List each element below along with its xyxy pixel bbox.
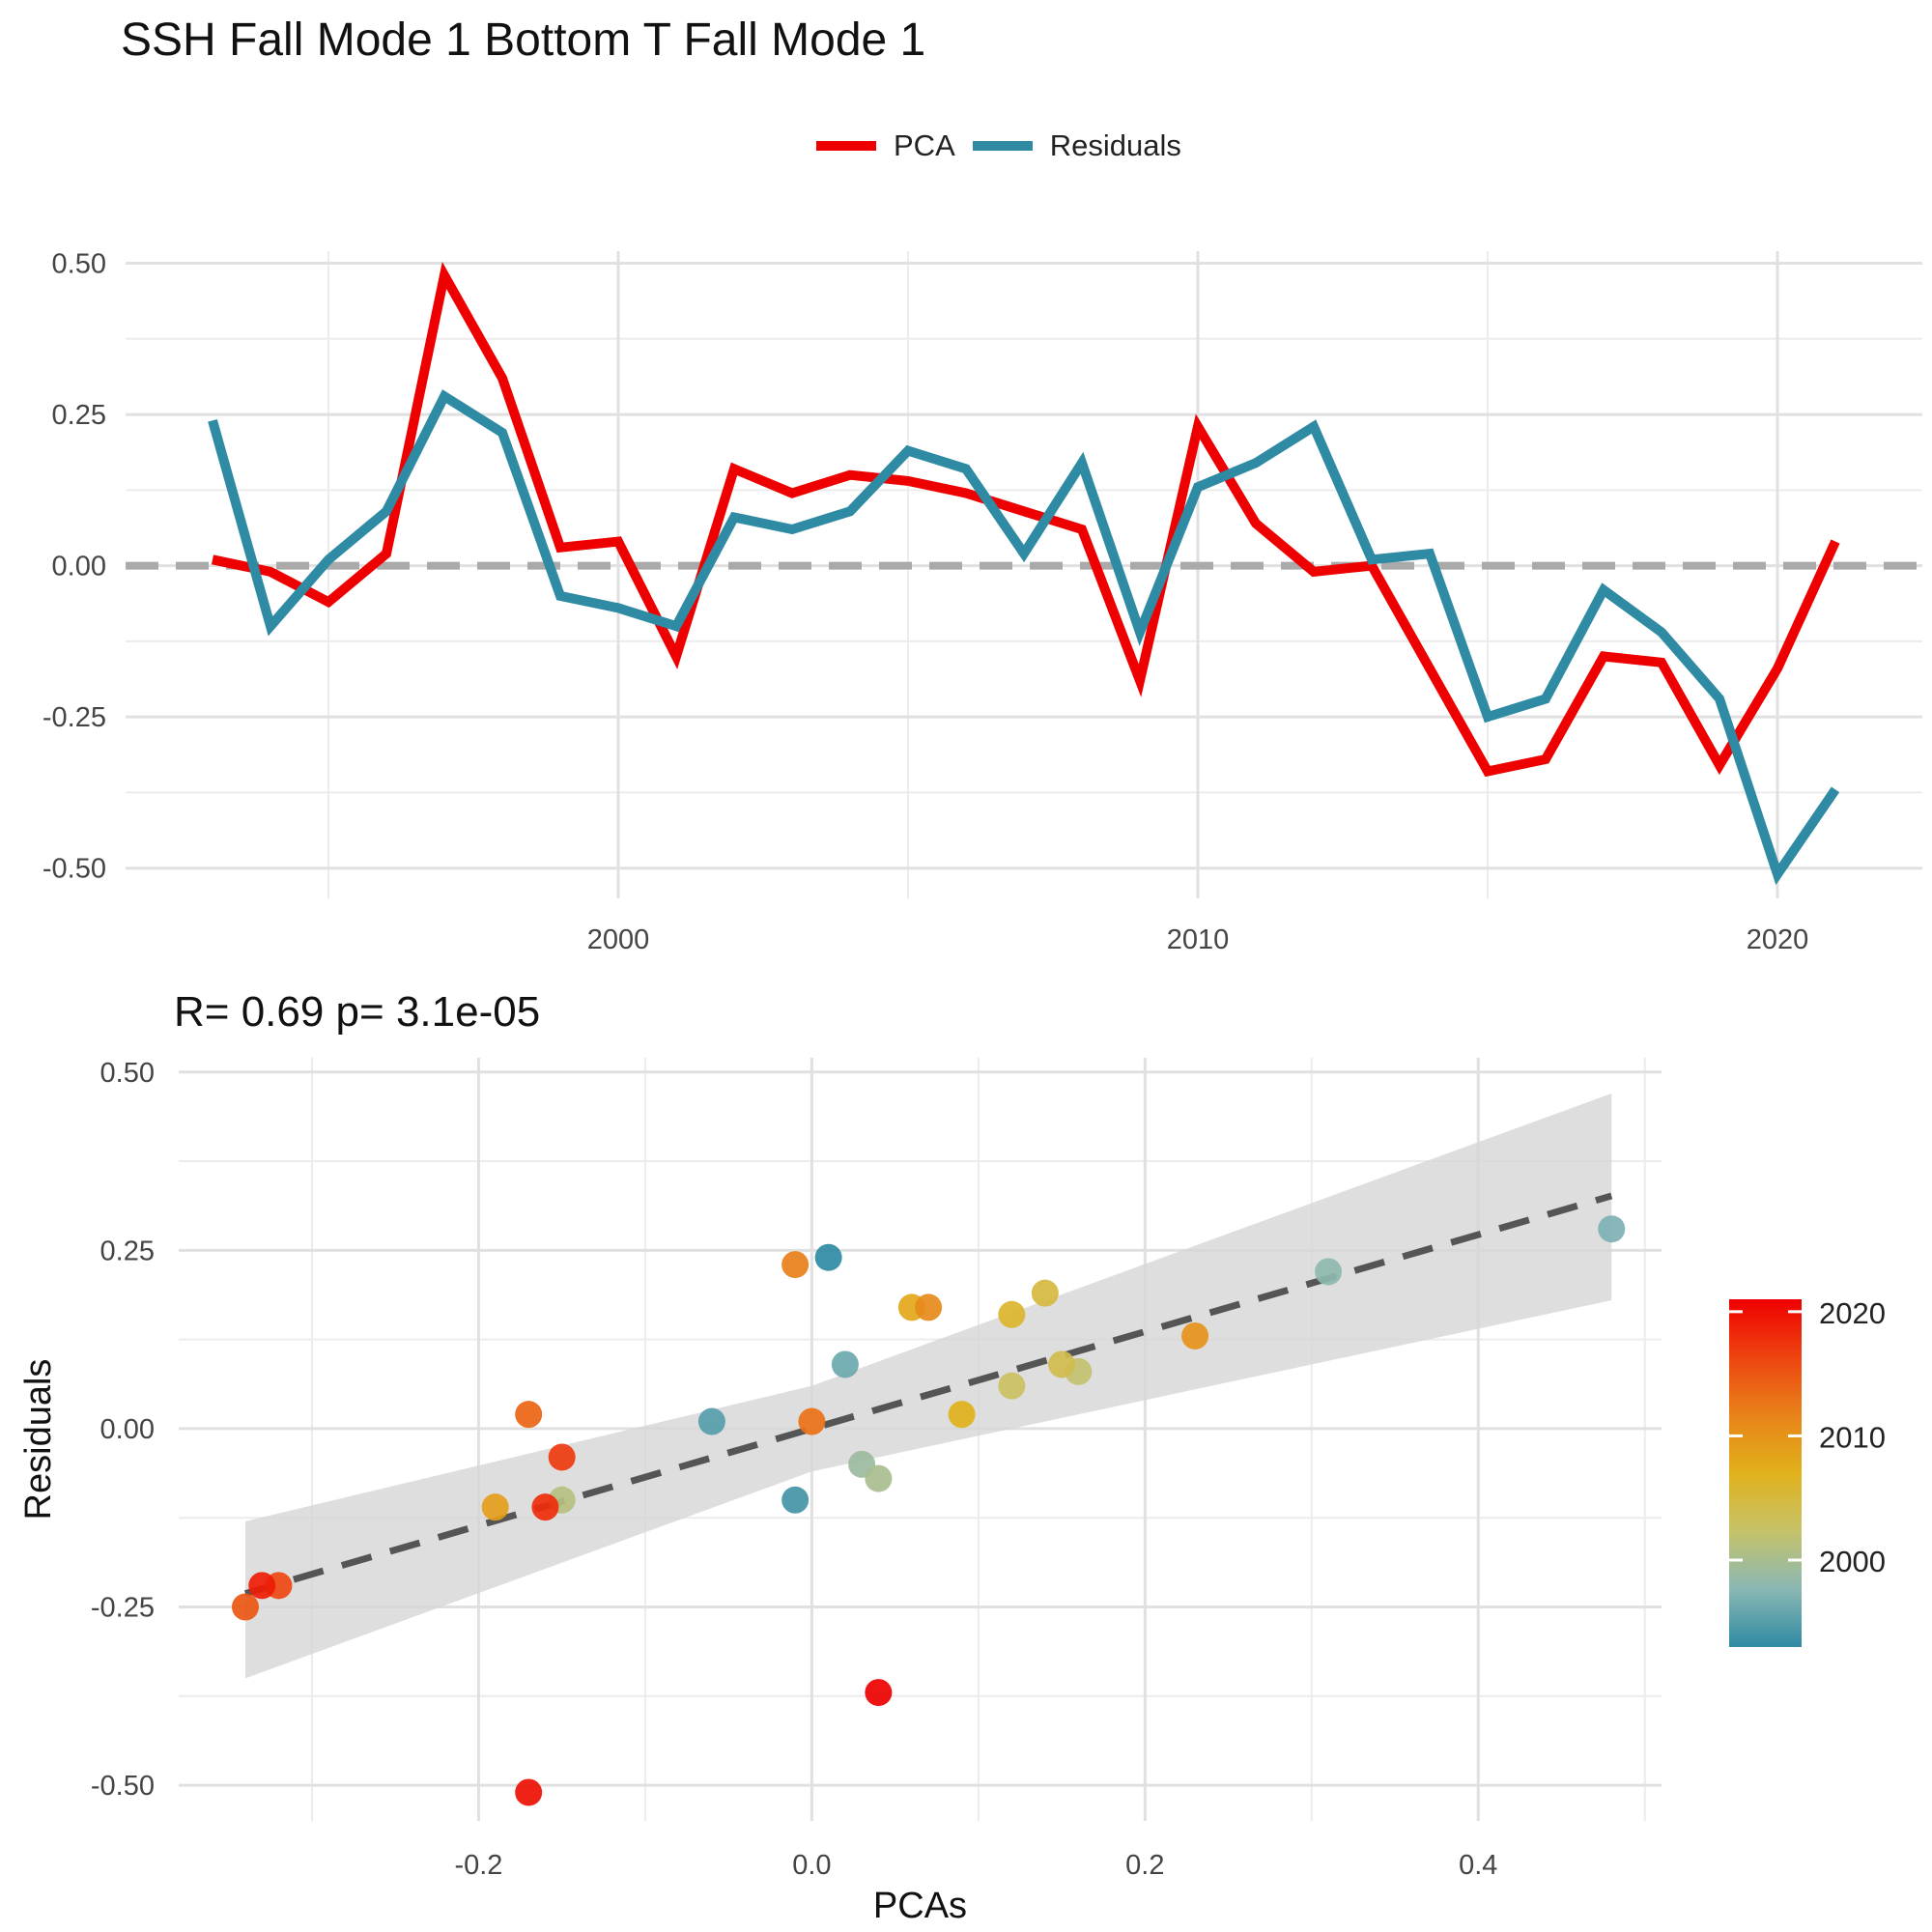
scatter-point [231, 1593, 259, 1621]
scatter-point [831, 1350, 859, 1378]
scatter-point [548, 1443, 576, 1471]
scatter-point [1048, 1350, 1076, 1378]
scatter-point [998, 1372, 1026, 1400]
x-tick-label: 0.0 [792, 1850, 831, 1881]
x-axis-title: PCAs [873, 1886, 967, 1926]
legend-item-residuals: Residuals [972, 128, 1181, 163]
scatter-point [697, 1407, 725, 1435]
scatter-point [1598, 1215, 1626, 1243]
colorbar [1729, 1299, 1802, 1647]
scatter-point [515, 1401, 543, 1429]
time-series-chart: 0.50 0.25 0.00 -0.25 -0.50 2000 2010 2020 [43, 249, 1922, 955]
scatter-point [1315, 1258, 1343, 1286]
x-tick-label: -0.2 [454, 1850, 502, 1881]
colorbar-label: 2000 [1819, 1545, 1886, 1578]
y-tick-label: -0.50 [43, 854, 106, 885]
scatter-point [915, 1293, 943, 1321]
chart-title: SSH Fall Mode 1 Bottom T Fall Mode 1 [121, 14, 926, 66]
scatter-point [1181, 1321, 1209, 1350]
x-tick-label: 2010 [1167, 924, 1230, 955]
scatter-point [998, 1300, 1026, 1328]
y-tick-label: 0.00 [52, 552, 106, 582]
colorbar-label: 2020 [1819, 1296, 1886, 1330]
scatter-point [865, 1679, 893, 1707]
scatter-point [814, 1243, 842, 1271]
scatter-subtitle: R= 0.69 p= 3.1e-05 [174, 988, 541, 1036]
legend-label-residuals: Residuals [1049, 128, 1181, 162]
colorbar-label: 2010 [1819, 1420, 1886, 1454]
y-tick-label: -0.50 [91, 1771, 155, 1802]
y-tick-label: -0.25 [91, 1593, 155, 1624]
x-tick-label: 2000 [587, 924, 650, 955]
legend-key-pca [816, 141, 876, 151]
scatter-point [515, 1778, 543, 1806]
legend-key-residuals [972, 141, 1033, 151]
series-line-residuals [208, 389, 1840, 886]
y-axis-title: Residuals [18, 1359, 59, 1520]
regression-line [244, 1192, 1613, 1597]
scatter-point [865, 1464, 893, 1492]
scatter-point [248, 1572, 276, 1600]
scatter-point [481, 1493, 509, 1521]
confidence-band [244, 1093, 1612, 1679]
scatter-point [798, 1407, 826, 1435]
y-tick-label: 0.25 [100, 1236, 155, 1266]
scatter-point [1031, 1279, 1059, 1307]
scatter-point [531, 1493, 559, 1521]
y-tick-label: 0.50 [100, 1058, 155, 1089]
scatter-point [948, 1401, 976, 1429]
x-tick-label: 0.2 [1125, 1850, 1164, 1881]
scatter-point [781, 1486, 810, 1514]
legend-label-pca: PCA [894, 128, 955, 162]
scatter-point [781, 1251, 810, 1279]
series-line-pca [211, 261, 1840, 778]
y-tick-label: 0.00 [100, 1414, 155, 1445]
legend: PCA Residuals [816, 128, 1181, 163]
x-tick-label: 0.4 [1459, 1850, 1497, 1881]
y-tick-label: 0.25 [52, 400, 106, 431]
legend-item-pca: PCA [816, 128, 955, 163]
x-tick-label: 2020 [1747, 924, 1809, 955]
y-tick-label: 0.50 [52, 249, 106, 280]
y-tick-label: -0.25 [43, 702, 106, 733]
